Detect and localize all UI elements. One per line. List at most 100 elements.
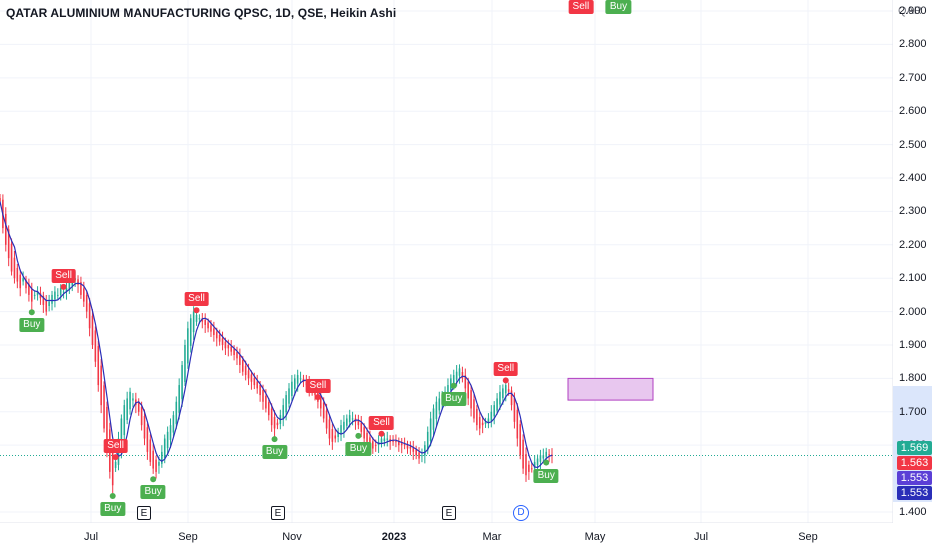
candle-body bbox=[285, 395, 287, 413]
candle-body bbox=[103, 385, 105, 429]
sell-marker-dot bbox=[502, 377, 509, 384]
candle-body bbox=[360, 422, 363, 432]
candle-body bbox=[215, 331, 218, 339]
earnings-event-icon[interactable]: E bbox=[137, 506, 151, 520]
sell-marker-dot bbox=[314, 394, 321, 401]
candle-body bbox=[7, 229, 10, 259]
candle-body bbox=[192, 311, 195, 333]
candle-body bbox=[366, 432, 368, 442]
candle-body bbox=[57, 294, 59, 296]
y-tick-label: 2.700 bbox=[899, 71, 927, 84]
candle-body bbox=[273, 416, 276, 429]
candle-body bbox=[348, 415, 351, 423]
candle-body bbox=[478, 417, 481, 429]
candle-body bbox=[51, 294, 53, 304]
candle-body bbox=[88, 303, 91, 329]
candle-body bbox=[403, 444, 406, 446]
candle-body bbox=[42, 295, 45, 305]
buy-signal-label[interactable]: Buy bbox=[345, 441, 371, 456]
candle-body bbox=[241, 360, 244, 372]
sell-signal-label[interactable]: Sell bbox=[305, 379, 331, 394]
price-axis-label: 1.563 bbox=[897, 456, 932, 470]
candle-body bbox=[516, 409, 519, 439]
x-tick-label: Jul bbox=[693, 531, 709, 543]
candle-body bbox=[68, 281, 71, 290]
candle-body bbox=[325, 410, 328, 429]
candle-body bbox=[210, 325, 212, 332]
candle-body bbox=[54, 291, 56, 300]
sell-signal-label[interactable]: Sell bbox=[51, 268, 76, 283]
candle-body bbox=[502, 388, 504, 399]
buy-signal-label[interactable]: Buy bbox=[441, 391, 467, 406]
candle-body bbox=[467, 381, 469, 399]
candle-body bbox=[201, 318, 204, 322]
candle-body bbox=[481, 422, 484, 426]
candle-body bbox=[438, 398, 441, 411]
candle-body bbox=[207, 322, 209, 329]
sell-signal-label[interactable]: Sell bbox=[184, 292, 209, 307]
buy-signal-label[interactable]: Buy bbox=[605, 0, 632, 14]
candle-body bbox=[146, 427, 149, 452]
candle-body bbox=[357, 420, 360, 426]
candle-body bbox=[322, 402, 325, 419]
y-tick-label: 2.900 bbox=[899, 5, 927, 18]
candle-body bbox=[415, 449, 417, 456]
candle-body bbox=[25, 279, 27, 289]
y-tick-label: 1.800 bbox=[899, 372, 927, 385]
y-tick-label: 2.100 bbox=[899, 272, 927, 285]
buy-signal-label[interactable]: Buy bbox=[533, 468, 559, 483]
candle-body bbox=[19, 274, 22, 289]
candle-body bbox=[447, 385, 449, 396]
candle-body bbox=[13, 257, 16, 279]
candle-body bbox=[189, 318, 192, 346]
candle-body bbox=[106, 406, 108, 452]
price-plot[interactable] bbox=[0, 0, 893, 523]
candle-body bbox=[80, 282, 82, 295]
candle-body bbox=[372, 441, 374, 449]
candle-body bbox=[198, 318, 201, 320]
earnings-event-icon[interactable]: E bbox=[442, 506, 456, 520]
candle-body bbox=[369, 437, 371, 446]
y-tick-label: 2.200 bbox=[899, 238, 927, 251]
price-axis-label: 1.553 bbox=[897, 471, 932, 485]
target-zone bbox=[567, 377, 654, 401]
x-tick-label: 2023 bbox=[381, 531, 407, 543]
candle-body bbox=[291, 381, 293, 397]
candle-body bbox=[227, 345, 230, 349]
candle-body bbox=[545, 451, 548, 457]
candle-body bbox=[262, 390, 264, 402]
candle-body bbox=[143, 416, 146, 439]
candle-body bbox=[0, 198, 1, 202]
candle-body bbox=[374, 444, 377, 446]
candle-body bbox=[178, 385, 180, 413]
candle-body bbox=[340, 425, 342, 435]
candle-body bbox=[28, 284, 30, 295]
candle-body bbox=[166, 431, 169, 449]
buy-signal-label[interactable]: Buy bbox=[140, 485, 166, 500]
candle-body bbox=[256, 381, 259, 389]
sell-signal-label[interactable]: Sell bbox=[369, 415, 394, 430]
candle-body bbox=[140, 407, 143, 426]
buy-signal-label[interactable]: Buy bbox=[19, 318, 45, 333]
candle-body bbox=[346, 418, 348, 426]
candle-body bbox=[259, 384, 261, 396]
buy-signal-label[interactable]: Buy bbox=[261, 445, 288, 460]
candle-body bbox=[542, 455, 545, 459]
dividend-event-icon[interactable]: D bbox=[513, 505, 529, 521]
candle-body bbox=[519, 424, 522, 456]
candle-body bbox=[435, 401, 438, 420]
sell-signal-label[interactable]: Sell bbox=[493, 362, 519, 377]
candle-body bbox=[426, 431, 429, 451]
sell-marker-dot bbox=[60, 283, 67, 290]
earnings-event-icon[interactable]: E bbox=[271, 506, 285, 520]
candle-body bbox=[204, 319, 206, 325]
sell-signal-label[interactable]: Sell bbox=[568, 0, 594, 14]
sell-signal-label[interactable]: Sell bbox=[103, 439, 128, 454]
candle-body bbox=[247, 370, 250, 379]
y-tick-label: 1.400 bbox=[899, 505, 927, 518]
candle-body bbox=[48, 301, 50, 306]
currency-label: QAR bbox=[898, 5, 922, 17]
buy-signal-label[interactable]: Buy bbox=[100, 501, 126, 516]
candle-body bbox=[236, 352, 238, 359]
